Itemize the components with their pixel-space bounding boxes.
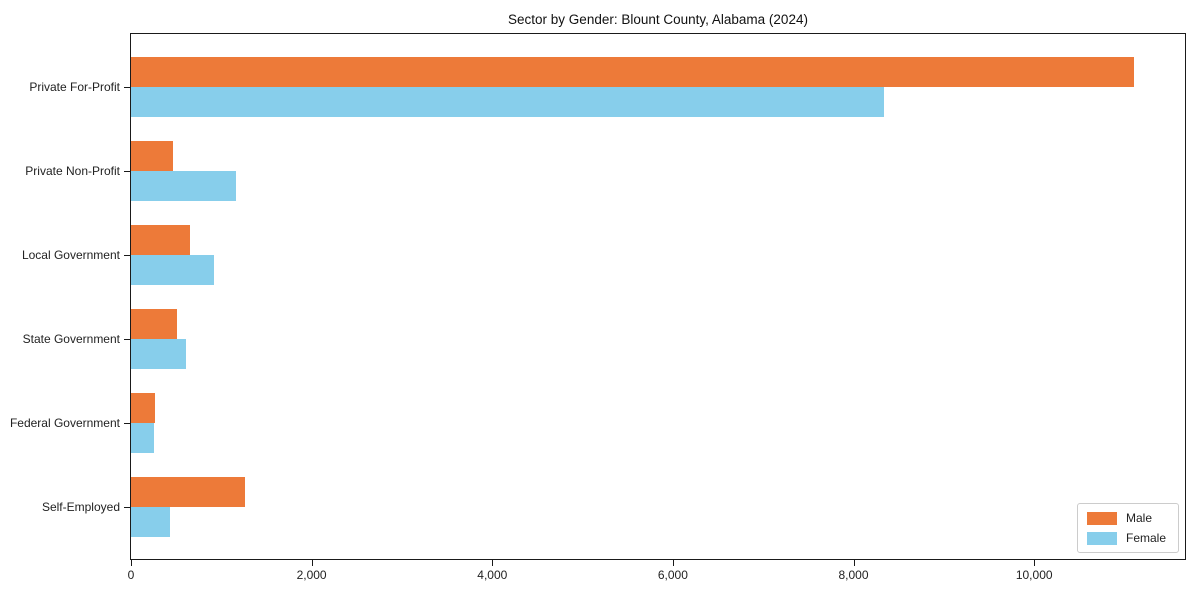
x-tick-mark <box>672 560 674 566</box>
plot-area: Male Female <box>130 33 1186 560</box>
x-tick-mark <box>131 560 132 566</box>
x-tick-mark <box>853 560 855 566</box>
y-tick-mark <box>124 423 130 424</box>
legend-label-male: Male <box>1125 511 1152 525</box>
x-tick-mark <box>492 560 494 566</box>
bar-male-federal-government <box>131 393 156 423</box>
bar-female-private-for-profit <box>131 87 885 117</box>
y-tick-mark <box>124 255 130 256</box>
x-tick-label-0: 0 <box>127 568 135 582</box>
bar-female-private-non-profit <box>131 171 236 201</box>
y-tick-label-local-government: Local Government <box>21 248 120 262</box>
x-tick-mark <box>311 560 313 566</box>
legend-item-female: Female <box>1086 531 1166 545</box>
x-tick-label-2-000: 2,000 <box>296 568 327 582</box>
x-tick-label-4-000: 4,000 <box>477 568 508 582</box>
y-tick-mark <box>124 339 130 340</box>
legend-swatch-male <box>1086 511 1117 525</box>
bar-male-private-non-profit <box>131 141 173 171</box>
legend-swatch-female <box>1086 531 1117 545</box>
y-tick-label-private-non-profit: Private Non-Profit <box>25 164 120 178</box>
x-tick-label-10-000: 10,000 <box>1015 568 1053 582</box>
bar-female-self-employed <box>131 507 170 537</box>
chart-title: Sector by Gender: Blount County, Alabama… <box>508 12 808 27</box>
legend: Male Female <box>1076 503 1179 553</box>
bar-female-federal-government <box>131 423 154 453</box>
x-tick-label-8-000: 8,000 <box>838 568 869 582</box>
bar-male-private-for-profit <box>131 57 1134 87</box>
bar-female-local-government <box>131 255 214 285</box>
y-tick-label-federal-government: Federal Government <box>9 416 120 430</box>
legend-item-male: Male <box>1086 511 1166 525</box>
y-tick-label-self-employed: Self-Employed <box>41 500 120 514</box>
y-tick-label-state-government: State Government <box>22 332 120 346</box>
bar-male-local-government <box>131 225 190 255</box>
legend-label-female: Female <box>1125 531 1166 545</box>
bar-female-state-government <box>131 339 187 369</box>
x-tick-label-6-000: 6,000 <box>657 568 688 582</box>
bar-male-self-employed <box>131 477 245 507</box>
y-tick-label-private-for-profit: Private For-Profit <box>29 80 120 94</box>
y-tick-mark <box>124 171 130 172</box>
bar-male-state-government <box>131 309 177 339</box>
y-tick-mark <box>124 507 130 508</box>
y-tick-mark <box>124 87 130 88</box>
x-tick-mark <box>1034 560 1036 566</box>
